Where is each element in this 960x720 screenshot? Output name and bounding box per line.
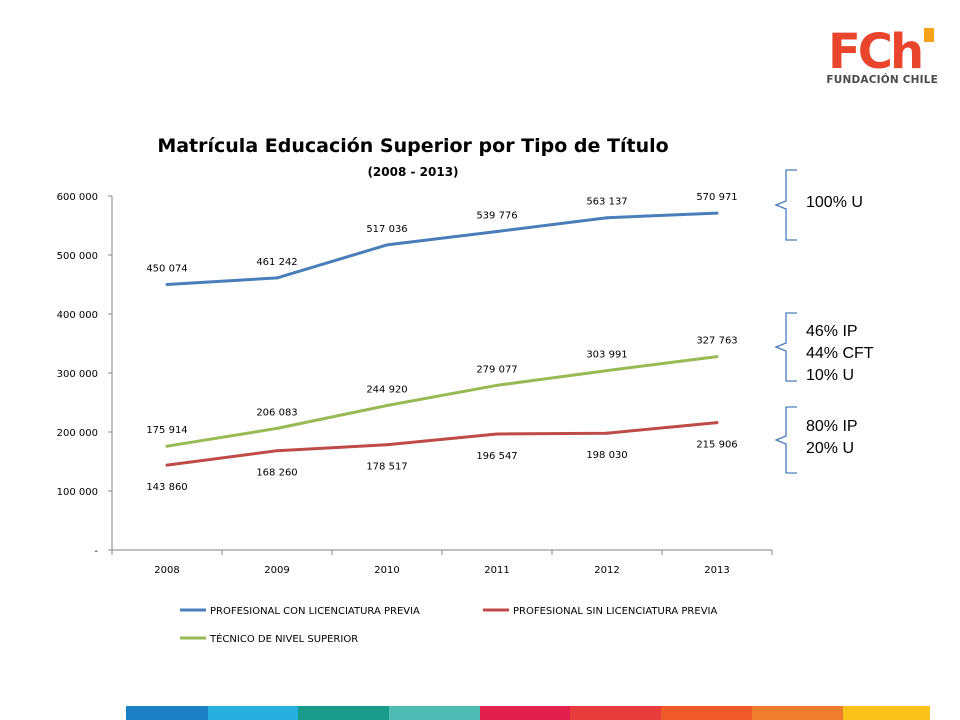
annotation-line: 80% IP <box>806 418 858 435</box>
data-point <box>165 282 169 286</box>
data-label: 206 083 <box>256 407 297 418</box>
footer-strip-segment <box>208 706 298 720</box>
x-tick-label: 2008 <box>154 565 179 576</box>
x-tick-label: 2009 <box>264 565 289 576</box>
data-point <box>605 369 609 373</box>
data-label: 327 763 <box>696 336 737 347</box>
data-label: 450 074 <box>146 263 187 274</box>
footer-strip-segment <box>661 706 752 720</box>
y-tick-label: 300 000 <box>57 369 98 380</box>
legend-item: TÉCNICO DE NIVEL SUPERIOR <box>180 632 358 645</box>
series-line <box>166 421 718 467</box>
data-label: 461 242 <box>256 257 297 268</box>
annotation-line: 20% U <box>806 440 855 457</box>
annotation-line: 10% U <box>806 367 855 384</box>
footer-strip-segment <box>126 706 208 720</box>
annotation-line: 100% U <box>806 194 863 211</box>
annotation-bracket <box>774 406 797 474</box>
data-label: 196 547 <box>476 451 517 462</box>
data-label: 303 991 <box>586 350 627 361</box>
chart-axes: - 100 000 200 000 300 000 400 000 500 000 600 … <box>57 192 773 576</box>
data-point <box>605 431 609 435</box>
y-tick-label: 500 000 <box>57 251 98 262</box>
data-point <box>715 421 719 425</box>
annotation-line: 46% IP <box>806 323 858 340</box>
legend-item: PROFESIONAL CON LICENCIATURA PREVIA <box>180 606 420 617</box>
chart-title: Matrícula Educación Superior por Tipo de… <box>157 135 668 157</box>
y-tick-label: - <box>94 546 98 557</box>
data-point <box>715 355 719 359</box>
data-label: 539 776 <box>476 211 517 222</box>
data-point <box>385 443 389 447</box>
y-tick-label: 200 000 <box>57 428 98 439</box>
logo-mark-text: FCh <box>828 26 921 74</box>
footer-strip-segment <box>843 706 930 720</box>
data-label: 143 860 <box>146 482 187 493</box>
data-point <box>715 211 719 215</box>
data-label: 517 036 <box>366 224 407 235</box>
logo-subtitle: FUNDACIÓN CHILE <box>826 74 938 86</box>
data-label: 198 030 <box>586 450 627 461</box>
legend-label: PROFESIONAL CON LICENCIATURA PREVIA <box>210 606 420 617</box>
data-label: 279 077 <box>476 364 517 375</box>
footer-strip-segment <box>570 706 661 720</box>
data-point <box>165 463 169 467</box>
x-tick-label: 2011 <box>484 565 509 576</box>
annotation-line: 44% CFT <box>806 345 874 362</box>
data-point <box>605 216 609 220</box>
data-point <box>385 403 389 407</box>
annotation-bracket <box>774 169 797 241</box>
data-label: 244 920 <box>366 384 407 395</box>
data-point <box>495 230 499 234</box>
series-lines <box>165 211 719 467</box>
y-tick-label: 600 000 <box>57 192 98 203</box>
footer-strip-segment <box>298 706 389 720</box>
data-point <box>275 426 279 430</box>
data-label: 215 906 <box>696 440 737 451</box>
data-label: 168 260 <box>256 468 297 479</box>
x-tick-label: 2010 <box>374 565 399 576</box>
data-label: 175 914 <box>146 425 187 436</box>
fundacion-chile-logo: FCh FUNDACIÓN CHILE <box>824 26 938 92</box>
series-line <box>166 355 718 448</box>
footer-color-strip <box>126 706 930 720</box>
data-point <box>385 243 389 247</box>
legend-label: TÉCNICO DE NIVEL SUPERIOR <box>209 632 358 645</box>
data-point <box>495 432 499 436</box>
series-line <box>166 211 718 286</box>
annotation-group-profesional-sin-lic: 80% IP 20% U <box>806 416 858 460</box>
footer-strip-segment <box>752 706 843 720</box>
annotation-brackets <box>774 169 797 474</box>
data-point <box>275 449 279 453</box>
chart-subtitle: (2008 - 2013) <box>367 165 458 179</box>
data-label: 178 517 <box>366 462 407 473</box>
annotation-group-universidad: 100% U <box>806 192 863 214</box>
chart-legend: PROFESIONAL CON LICENCIATURA PREVIA PROFE… <box>180 606 717 645</box>
fch-logo-mark: FCh <box>828 26 934 74</box>
data-labels: 450 074 461 242 517 036 539 776 563 137 570 9… <box>146 192 737 493</box>
annotation-group-tecnico: 46% IP 44% CFT 10% U <box>806 321 874 387</box>
x-tick-label: 2012 <box>594 565 619 576</box>
footer-strip-segment <box>389 706 480 720</box>
annotation-bracket <box>774 312 797 382</box>
y-tick-label: 400 000 <box>57 310 98 321</box>
legend-label: PROFESIONAL SIN LICENCIATURA PREVIA <box>513 606 717 617</box>
data-point <box>495 383 499 387</box>
legend-item: PROFESIONAL SIN LICENCIATURA PREVIA <box>483 606 717 617</box>
logo-accent-mark <box>924 28 934 42</box>
data-label: 570 971 <box>696 192 737 203</box>
data-point <box>165 444 169 448</box>
footer-strip-segment <box>480 706 570 720</box>
data-point <box>275 276 279 280</box>
y-tick-label: 100 000 <box>57 487 98 498</box>
x-tick-label: 2013 <box>704 565 729 576</box>
enrollment-line-chart: Matrícula Educación Superior por Tipo de… <box>57 135 797 645</box>
data-label: 563 137 <box>586 197 627 208</box>
